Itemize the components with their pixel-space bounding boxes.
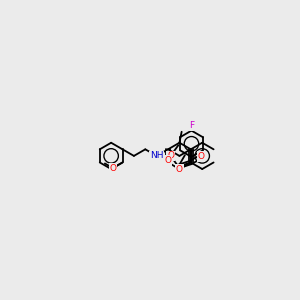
Text: O: O bbox=[176, 164, 183, 173]
Text: O: O bbox=[167, 152, 174, 160]
Text: O: O bbox=[110, 164, 116, 172]
Text: O: O bbox=[198, 152, 205, 161]
Text: O: O bbox=[165, 156, 172, 165]
Text: F: F bbox=[189, 121, 194, 130]
Text: NH: NH bbox=[150, 152, 164, 160]
